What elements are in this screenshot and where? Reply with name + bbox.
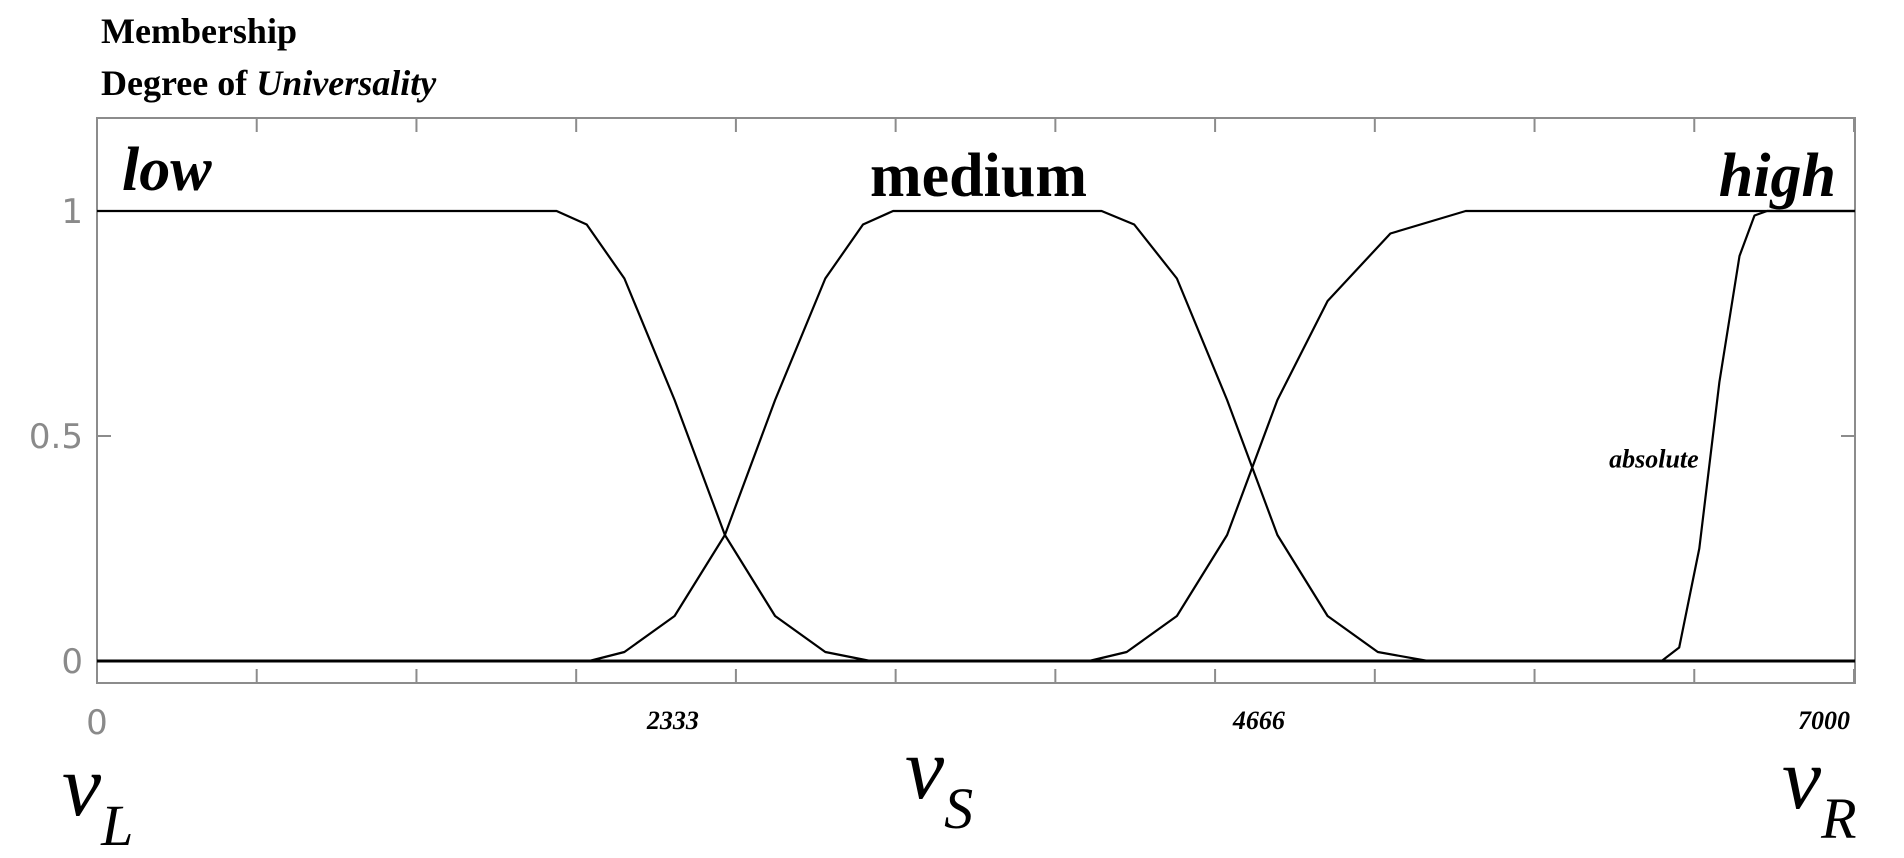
chart-title-line2: Degree of Universality xyxy=(101,63,437,103)
set-label-high: high xyxy=(1719,142,1836,210)
y-tick-label-2: 1 xyxy=(61,192,83,232)
x-tick-label-1: 2333 xyxy=(646,706,699,735)
series-absolute xyxy=(97,209,1855,663)
set-label-medium: medium xyxy=(870,142,1087,210)
annotation-absolute: absolute xyxy=(1609,445,1699,474)
x-tick-labels: 0 2333 4666 7000 xyxy=(86,703,1850,743)
y-tick-label-1: 0.5 xyxy=(29,417,83,457)
x-tick-label-3: 7000 xyxy=(1798,706,1850,735)
plot-area xyxy=(96,117,1856,684)
v-label-l: vL xyxy=(62,738,133,858)
v-labels: vL vS vR xyxy=(62,721,1857,858)
x-tick-label-2: 4666 xyxy=(1232,706,1285,735)
y-tick-label-0: 0 xyxy=(61,642,83,682)
chart-title-line1: Membership xyxy=(101,11,297,51)
series-medium xyxy=(97,209,1855,663)
chart-title-line2-prefix: Degree of xyxy=(101,63,256,103)
y-tick-labels: 00.51 xyxy=(29,192,83,682)
series-group xyxy=(97,209,1855,663)
chart-title-line2-italic: Universality xyxy=(256,63,437,103)
series-high-gradual xyxy=(97,209,1855,663)
series-low xyxy=(97,209,1855,663)
set-label-low: low xyxy=(122,136,212,204)
v-label-s: vS xyxy=(905,721,973,841)
x-tick-label-0: 0 xyxy=(86,703,108,743)
v-label-r: vR xyxy=(1782,731,1857,851)
